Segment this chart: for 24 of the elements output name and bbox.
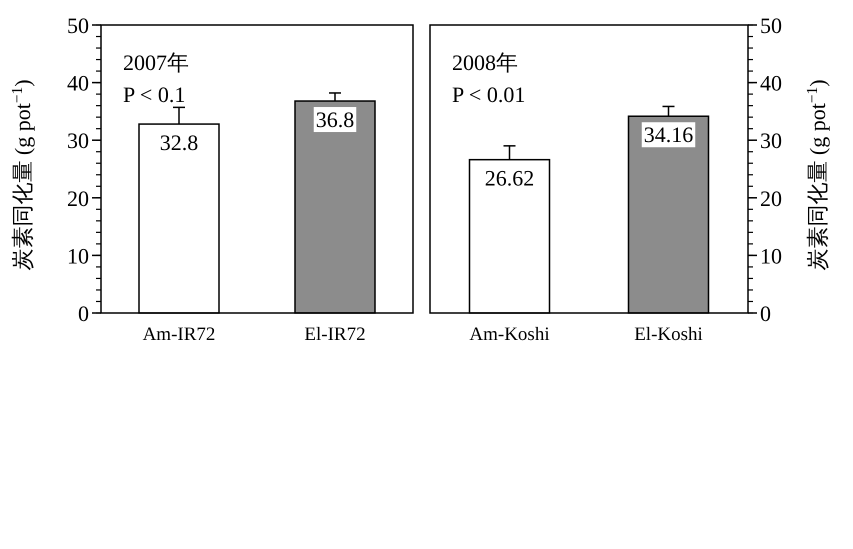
data-label: 36.8: [316, 107, 354, 132]
y2-tick-label: 40: [760, 70, 782, 96]
y-tick-label: 20: [67, 186, 89, 211]
y2-tick-label: 30: [760, 128, 782, 154]
y-tick-label: 40: [67, 70, 89, 96]
y2-tick-label: 50: [760, 13, 782, 38]
y2-tick-label: 20: [760, 186, 782, 211]
x-tick-label: El-Koshi: [634, 324, 703, 345]
x-tick-label: Am-IR72: [142, 324, 216, 345]
data-label: 26.62: [484, 166, 534, 191]
x-tick-label: El-IR72: [304, 324, 366, 345]
annotation: P < 0.01: [452, 82, 526, 107]
y-tick-label: 50: [67, 13, 89, 38]
y2-tick-label: 0: [760, 301, 771, 326]
y-tick-label: 0: [78, 301, 89, 326]
x-tick-label: Am-Koshi: [469, 324, 550, 345]
annotation: 2008年: [452, 50, 518, 75]
y-tick-label: 10: [67, 243, 89, 268]
data-label: 34.16: [644, 122, 694, 148]
annotation: 2007年: [123, 50, 189, 75]
y-tick-label: 30: [67, 128, 89, 154]
annotation: P < 0.1: [123, 82, 186, 107]
y2-tick-label: 10: [760, 243, 782, 268]
data-label: 32.8: [160, 130, 198, 156]
